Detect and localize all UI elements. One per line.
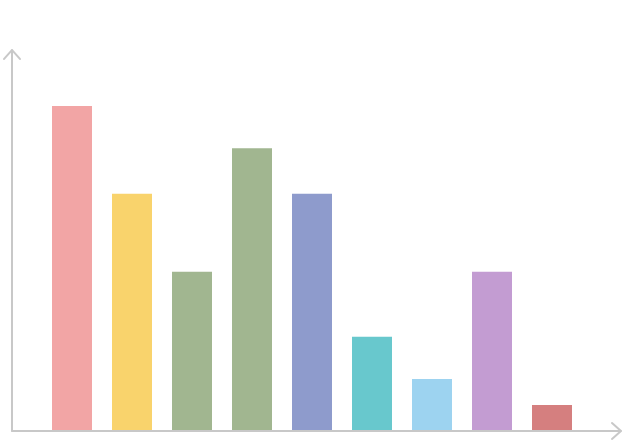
bar-5 — [292, 193, 332, 431]
bar-2 — [112, 193, 152, 431]
bar-4 — [232, 148, 272, 431]
bar-7 — [412, 379, 452, 431]
x-axis-arrow-icon — [611, 422, 622, 440]
bars-group — [52, 106, 572, 431]
axes-group — [3, 49, 622, 440]
bar-8 — [472, 271, 512, 431]
bar-3 — [172, 271, 212, 431]
bar-1 — [52, 106, 92, 431]
bar-9 — [532, 405, 572, 431]
y-axis-arrow-icon — [3, 49, 21, 60]
bar-6 — [352, 336, 392, 431]
